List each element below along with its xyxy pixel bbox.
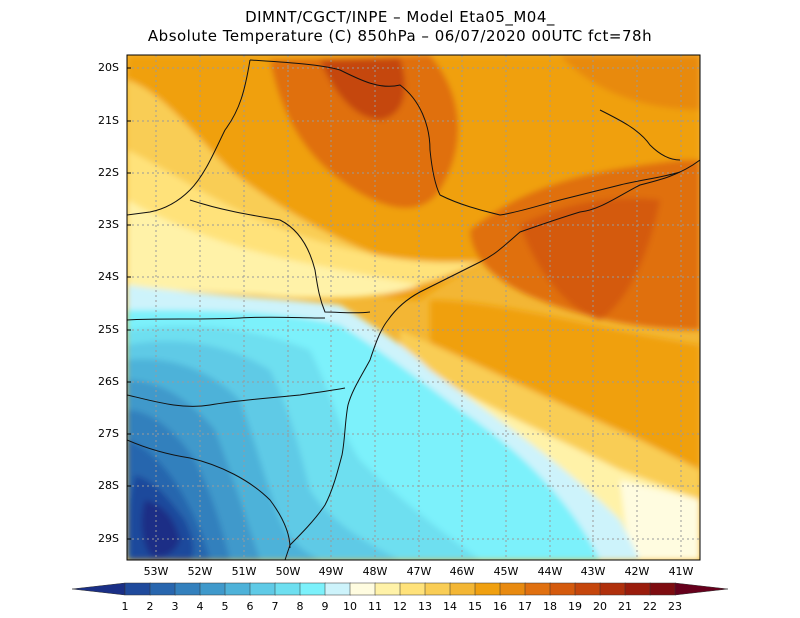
lon-label-41w: 41W [668,565,694,578]
colorbar-label: 19 [568,600,582,613]
colorbar-label: 1 [121,600,129,613]
colorbar-segment [299,582,326,596]
colorbar-label: 7 [271,600,279,613]
colorbar-label: 18 [543,600,557,613]
graticule [127,55,700,560]
colorbar-segment [474,582,501,596]
colorbar-segment [399,582,426,596]
colorbar-segment [549,582,576,596]
lon-label-52w: 52W [187,565,213,578]
colorbar-left-arrow-icon [71,582,126,596]
colorbar-label: 15 [468,600,482,613]
colorbar-segment [449,582,476,596]
colorbar-segment [499,582,526,596]
colorbar-label: 23 [668,600,682,613]
colorbar-label: 6 [246,600,254,613]
colorbar-segment [324,582,351,596]
lon-label-46w: 46W [449,565,475,578]
colorbar-segment [624,582,651,596]
lon-label-47w: 47W [406,565,432,578]
colorbar-label: 4 [196,600,204,613]
colorbar-label: 16 [493,600,507,613]
colorbar-label: 5 [221,600,229,613]
lat-label-26s: 26S [98,375,119,388]
lon-label-48w: 48W [362,565,388,578]
lat-label-24s: 24S [98,270,119,283]
temp-band-11-se [620,480,700,560]
lat-label-28s: 28S [98,479,119,492]
lat-label-22s: 22S [98,166,119,179]
temp-band-17-ne [560,55,700,110]
map-title-line1: DIMNT/CGCT/INPE – Model Eta05_M04_ [245,8,555,26]
axis-ticks [127,67,131,540]
lon-label-53w: 53W [143,565,169,578]
temp-band-20-north [320,58,405,120]
lon-label-51w: 51W [231,565,257,578]
colorbar-segment [124,582,151,596]
colorbar-segment [349,582,376,596]
lon-label-42w: 42W [624,565,650,578]
colorbar-label: 21 [618,600,632,613]
colorbar-label: 3 [171,600,179,613]
colorbar-right-arrow-icon [674,582,729,596]
map-title-line2: Absolute Temperature (C) 850hPa – 06/07/… [147,27,653,45]
lat-label-21s: 21S [98,114,119,127]
lon-label-49w: 49W [318,565,344,578]
colorbar-segment [149,582,176,596]
plot-frame [126,54,701,561]
temp-band-12 [127,200,420,298]
colorbar-label: 2 [146,600,154,613]
colorbar-label: 22 [643,600,657,613]
colorbar-segment [574,582,601,596]
colorbar-segment [174,582,201,596]
coastline-borders [127,59,700,560]
lon-label-44w: 44W [537,565,563,578]
temp-band-18-north [270,55,459,209]
colorbar-label: 11 [368,600,382,613]
lat-label-29s: 29S [98,532,119,545]
lon-label-50w: 50W [275,565,301,578]
colorbar-label: 9 [321,600,329,613]
colorbar-label: 17 [518,600,532,613]
colorbar-segment [199,582,226,596]
colorbar-label: 12 [393,600,407,613]
colorbar-label: 10 [343,600,357,613]
colorbar-segment [224,582,251,596]
colorbar-segment [249,582,276,596]
colorbar-label: 20 [593,600,607,613]
colorbar [71,582,729,596]
lat-label-20s: 20S [98,61,119,74]
colorbar-label: 8 [296,600,304,613]
lat-label-25s: 25S [98,323,119,336]
temp-band-1 [141,500,180,557]
colorbar-label: 14 [443,600,457,613]
lat-label-23s: 23S [98,218,119,231]
lon-label-43w: 43W [580,565,606,578]
colorbar-segment [649,582,676,596]
colorbar-label: 13 [418,600,432,613]
colorbar-segment [424,582,451,596]
lon-label-45w: 45W [493,565,519,578]
temp-band-19-east [520,198,660,320]
lat-label-27s: 27S [98,427,119,440]
colorbar-segment [374,582,401,596]
colorbar-segment [524,582,551,596]
colorbar-segment [274,582,301,596]
colorbar-segment [599,582,626,596]
